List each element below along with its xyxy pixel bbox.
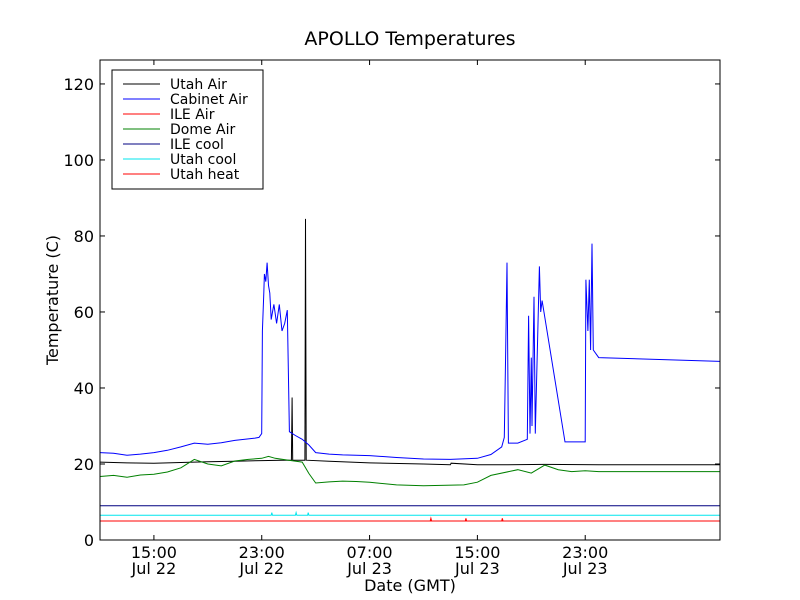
series-line-utah-heat bbox=[100, 516, 720, 522]
legend-label-utah-heat: Utah heat bbox=[170, 167, 240, 183]
y-tick-label: 60 bbox=[74, 303, 94, 322]
y-tick-label: 80 bbox=[74, 227, 94, 246]
y-tick-label: 0 bbox=[84, 531, 94, 550]
series-line-dome-air bbox=[100, 455, 720, 487]
legend-label-ile-air: ILE Air bbox=[170, 107, 215, 123]
legend-label-utah-cool: Utah cool bbox=[170, 152, 236, 168]
y-tick-label: 100 bbox=[63, 151, 94, 170]
series-line-utah-air bbox=[100, 218, 720, 466]
x-tick-label-time: 23:00 bbox=[239, 543, 285, 562]
legend-label-dome-air: Dome Air bbox=[170, 122, 236, 138]
x-tick-label-time: 15:00 bbox=[454, 543, 500, 562]
x-tick-label-date: Jul 22 bbox=[131, 559, 177, 578]
y-tick-label: 120 bbox=[63, 75, 94, 94]
plot-frame bbox=[99, 59, 721, 541]
y-tick-label: 40 bbox=[74, 379, 94, 398]
x-tick-label-date: Jul 23 bbox=[454, 559, 500, 578]
x-tick-label-time: 23:00 bbox=[562, 543, 608, 562]
x-tick-label-date: Jul 23 bbox=[562, 559, 608, 578]
legend-label-utah-air: Utah Air bbox=[170, 77, 227, 93]
legend-label-ile-cool: ILE cool bbox=[170, 137, 224, 153]
x-axis-label: Date (GMT) bbox=[364, 576, 456, 595]
x-tick-label-date: Jul 22 bbox=[238, 559, 284, 578]
series-line-utah-cool bbox=[100, 510, 720, 516]
y-tick-label: 20 bbox=[74, 455, 94, 474]
legend-label-cabinet-air: Cabinet Air bbox=[170, 92, 248, 108]
x-tick-label-time: 15:00 bbox=[131, 543, 177, 562]
x-tick-label-time: 07:00 bbox=[347, 543, 393, 562]
series-layer bbox=[100, 218, 720, 522]
chart-title: APOLLO Temperatures bbox=[304, 28, 515, 50]
x-tick-label-date: Jul 23 bbox=[346, 559, 392, 578]
series-line-cabinet-air bbox=[100, 243, 720, 460]
y-axis-label: Temperature (C) bbox=[43, 235, 62, 366]
